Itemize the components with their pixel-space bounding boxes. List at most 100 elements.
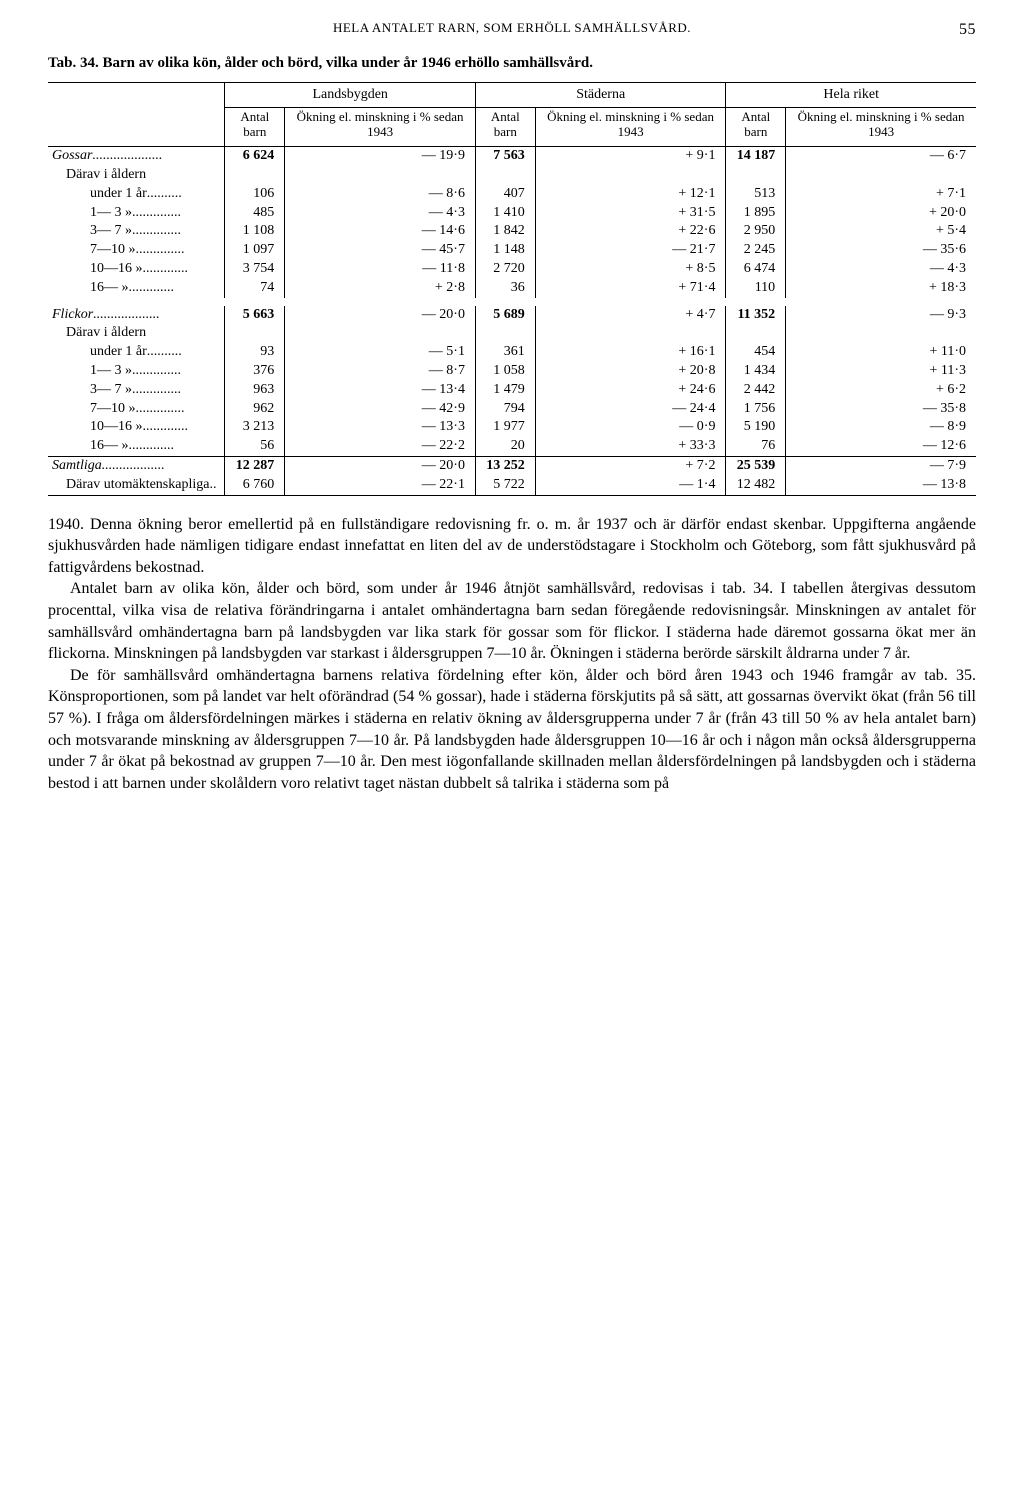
cell (786, 324, 976, 343)
cell: 110 (726, 279, 786, 298)
cell: 5 663 (225, 306, 285, 325)
row-label: 7—10 » .............. (48, 241, 225, 260)
row-label: Därav utomäktenskapliga .. (48, 476, 225, 495)
cell: 5 689 (475, 306, 535, 325)
table-row: 1— 3 » ..............485— 4·31 410+ 31·5… (48, 204, 976, 223)
row-label: 3— 7 » .............. (48, 222, 225, 241)
cell: — 13·8 (786, 476, 976, 495)
group-header: Städerna (475, 82, 726, 108)
cell: 74 (225, 279, 285, 298)
cell: 1 479 (475, 381, 535, 400)
cell: + 8·5 (535, 260, 726, 279)
table-row: 16— » .............56— 22·220+ 33·376— 1… (48, 437, 976, 456)
cell: 2 720 (475, 260, 535, 279)
cell: + 7·1 (786, 185, 976, 204)
cell: + 24·6 (535, 381, 726, 400)
paragraph: 1940. Denna ökning beror emellertid på e… (48, 514, 976, 579)
cell: 407 (475, 185, 535, 204)
cell: 1 434 (726, 362, 786, 381)
cell: + 20·0 (786, 204, 976, 223)
table-row: Därav i åldern (48, 324, 976, 343)
cell: 513 (726, 185, 786, 204)
cell: + 31·5 (535, 204, 726, 223)
table-row: Gossar ....................6 624— 19·97 … (48, 147, 976, 166)
cell: 7 563 (475, 147, 535, 166)
table-row: 7—10 » ..............962— 42·9794— 24·41… (48, 400, 976, 419)
cell: — 8·9 (786, 418, 976, 437)
cell: — 5·1 (285, 343, 476, 362)
cell: 13 252 (475, 457, 535, 476)
cell: + 5·4 (786, 222, 976, 241)
table-row: 3— 7 » ..............963— 13·41 479+ 24·… (48, 381, 976, 400)
table-row: under 1 år ..........93— 5·1361+ 16·1454… (48, 343, 976, 362)
cell: — 42·9 (285, 400, 476, 419)
running-header: HELA ANTALET RARN, SOM ERHÖLL SAMHÄLLSVÅ… (48, 20, 976, 36)
table-row (48, 298, 976, 306)
cell: 6 760 (225, 476, 285, 495)
sub-header: Ökning el. minskning i % sedan 1943 (786, 108, 976, 147)
cell: — 13·4 (285, 381, 476, 400)
cell: 361 (475, 343, 535, 362)
cell: — 20·0 (285, 457, 476, 476)
cell: — 24·4 (535, 400, 726, 419)
cell: 454 (726, 343, 786, 362)
cell: + 20·8 (535, 362, 726, 381)
row-label: 16— » ............. (48, 279, 225, 298)
cell: + 18·3 (786, 279, 976, 298)
cell: — 9·3 (786, 306, 976, 325)
table-row: 7—10 » ..............1 097— 45·71 148— 2… (48, 241, 976, 260)
cell: 2 245 (726, 241, 786, 260)
cell: 3 754 (225, 260, 285, 279)
cell: 12 482 (726, 476, 786, 495)
row-label: 10—16 » ............. (48, 260, 225, 279)
row-label: 16— » ............. (48, 437, 225, 456)
data-table: Landsbygden Städerna Hela riket Antal ba… (48, 82, 976, 496)
cell: — 8·6 (285, 185, 476, 204)
sub-header: Antal barn (475, 108, 535, 147)
paragraph: De för samhällsvård omhändertagna barnen… (48, 665, 976, 795)
cell: + 16·1 (535, 343, 726, 362)
cell: — 22·1 (285, 476, 476, 495)
cell (475, 166, 535, 185)
row-label: Därav i åldern (48, 166, 225, 185)
row-label: under 1 år .......... (48, 343, 225, 362)
table-row: 1— 3 » ..............376— 8·71 058+ 20·8… (48, 362, 976, 381)
cell: — 45·7 (285, 241, 476, 260)
row-label: Flickor ................... (48, 306, 225, 325)
cell: — 35·6 (786, 241, 976, 260)
cell: 1 058 (475, 362, 535, 381)
table-body: Gossar ....................6 624— 19·97 … (48, 147, 976, 495)
row-label: under 1 år .......... (48, 185, 225, 204)
cell: — 6·7 (786, 147, 976, 166)
cell: + 6·2 (786, 381, 976, 400)
paragraph: Antalet barn av olika kön, ålder och bör… (48, 578, 976, 664)
cell: 794 (475, 400, 535, 419)
cell: 376 (225, 362, 285, 381)
table-row: 10—16 » .............3 754— 11·82 720+ 8… (48, 260, 976, 279)
table-row: under 1 år ..........106— 8·6407+ 12·151… (48, 185, 976, 204)
cell (285, 324, 476, 343)
cell (535, 166, 726, 185)
row-label: 3— 7 » .............. (48, 381, 225, 400)
cell: 1 895 (726, 204, 786, 223)
cell: + 12·1 (535, 185, 726, 204)
cell: + 11·0 (786, 343, 976, 362)
cell (475, 324, 535, 343)
cell: — 14·6 (285, 222, 476, 241)
cell: 1 842 (475, 222, 535, 241)
cell: — 0·9 (535, 418, 726, 437)
cell (786, 166, 976, 185)
table-row: 16— » .............74+ 2·836+ 71·4110+ 1… (48, 279, 976, 298)
cell: 5 722 (475, 476, 535, 495)
cell: 485 (225, 204, 285, 223)
cell: — 35·8 (786, 400, 976, 419)
cell: 25 539 (726, 457, 786, 476)
cell: — 19·9 (285, 147, 476, 166)
sub-header: Antal barn (726, 108, 786, 147)
table-row: 10—16 » .............3 213— 13·31 977— 0… (48, 418, 976, 437)
cell (225, 324, 285, 343)
cell: — 4·3 (786, 260, 976, 279)
table-title-prefix: Tab. 34. (48, 55, 99, 71)
cell: 1 148 (475, 241, 535, 260)
cell (285, 166, 476, 185)
